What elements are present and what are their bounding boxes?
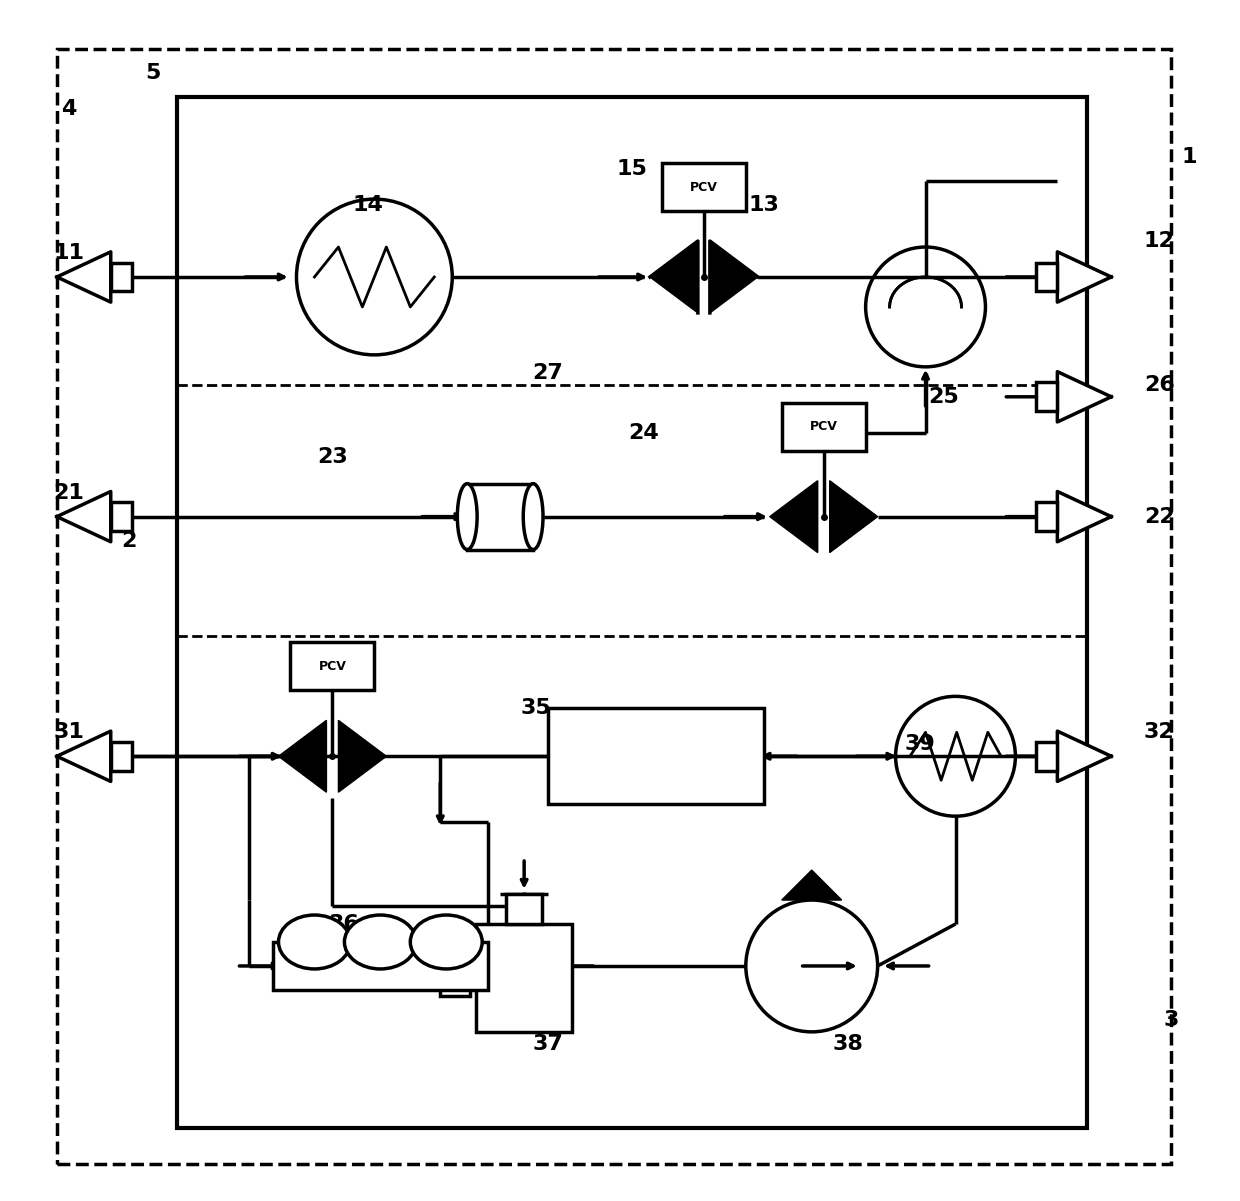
Polygon shape [650,241,698,313]
Polygon shape [1058,491,1111,542]
Polygon shape [709,241,758,313]
Bar [781,402,866,450]
Bar [440,936,470,996]
Polygon shape [830,480,878,552]
Text: 36: 36 [329,914,360,934]
Text: 5: 5 [145,64,160,83]
Text: 21: 21 [53,483,84,503]
Text: 34: 34 [701,734,732,754]
Polygon shape [770,480,817,552]
Polygon shape [57,252,110,303]
Text: 3: 3 [1163,1010,1179,1030]
Bar [1035,382,1058,411]
Text: 12: 12 [1143,231,1174,251]
Text: 35: 35 [521,698,552,718]
Bar [110,263,133,292]
Ellipse shape [458,484,477,550]
Text: 26: 26 [1143,375,1174,395]
Ellipse shape [410,915,482,969]
Text: 25: 25 [929,387,959,407]
Bar [662,163,745,211]
Bar [1035,502,1058,531]
Bar [1035,263,1058,292]
Text: 37: 37 [533,1034,563,1053]
Text: 1: 1 [1182,148,1197,167]
Text: PCV: PCV [810,420,838,434]
Bar [548,709,764,805]
Polygon shape [1058,371,1111,422]
Bar [273,942,489,990]
Polygon shape [1058,252,1111,303]
Text: PCV: PCV [689,180,718,193]
Bar [1035,742,1058,771]
Polygon shape [781,870,842,900]
Bar [476,924,572,1032]
Bar [467,484,533,550]
Polygon shape [57,731,110,782]
Text: 15: 15 [616,160,647,179]
Text: 31: 31 [53,722,84,742]
Text: 23: 23 [317,447,347,467]
Text: 14: 14 [353,195,384,215]
Text: 38: 38 [832,1034,863,1053]
Text: 24: 24 [629,423,660,443]
Polygon shape [279,721,326,793]
Text: 11: 11 [53,243,84,263]
Ellipse shape [345,915,417,969]
Text: 39: 39 [904,734,935,754]
Polygon shape [1058,731,1111,782]
Polygon shape [57,491,110,542]
Text: 22: 22 [1143,507,1174,526]
Ellipse shape [523,484,543,550]
Text: 4: 4 [61,100,77,119]
Text: PCV: PCV [319,659,346,673]
Bar [290,643,374,691]
Bar [506,894,542,924]
Text: 32: 32 [1143,722,1174,742]
Text: 2: 2 [122,531,136,550]
Text: 33: 33 [317,663,347,682]
Bar [110,502,133,531]
Ellipse shape [279,915,351,969]
Text: 27: 27 [533,363,563,383]
Bar [110,742,133,771]
Text: 13: 13 [749,195,779,215]
Polygon shape [339,721,387,793]
